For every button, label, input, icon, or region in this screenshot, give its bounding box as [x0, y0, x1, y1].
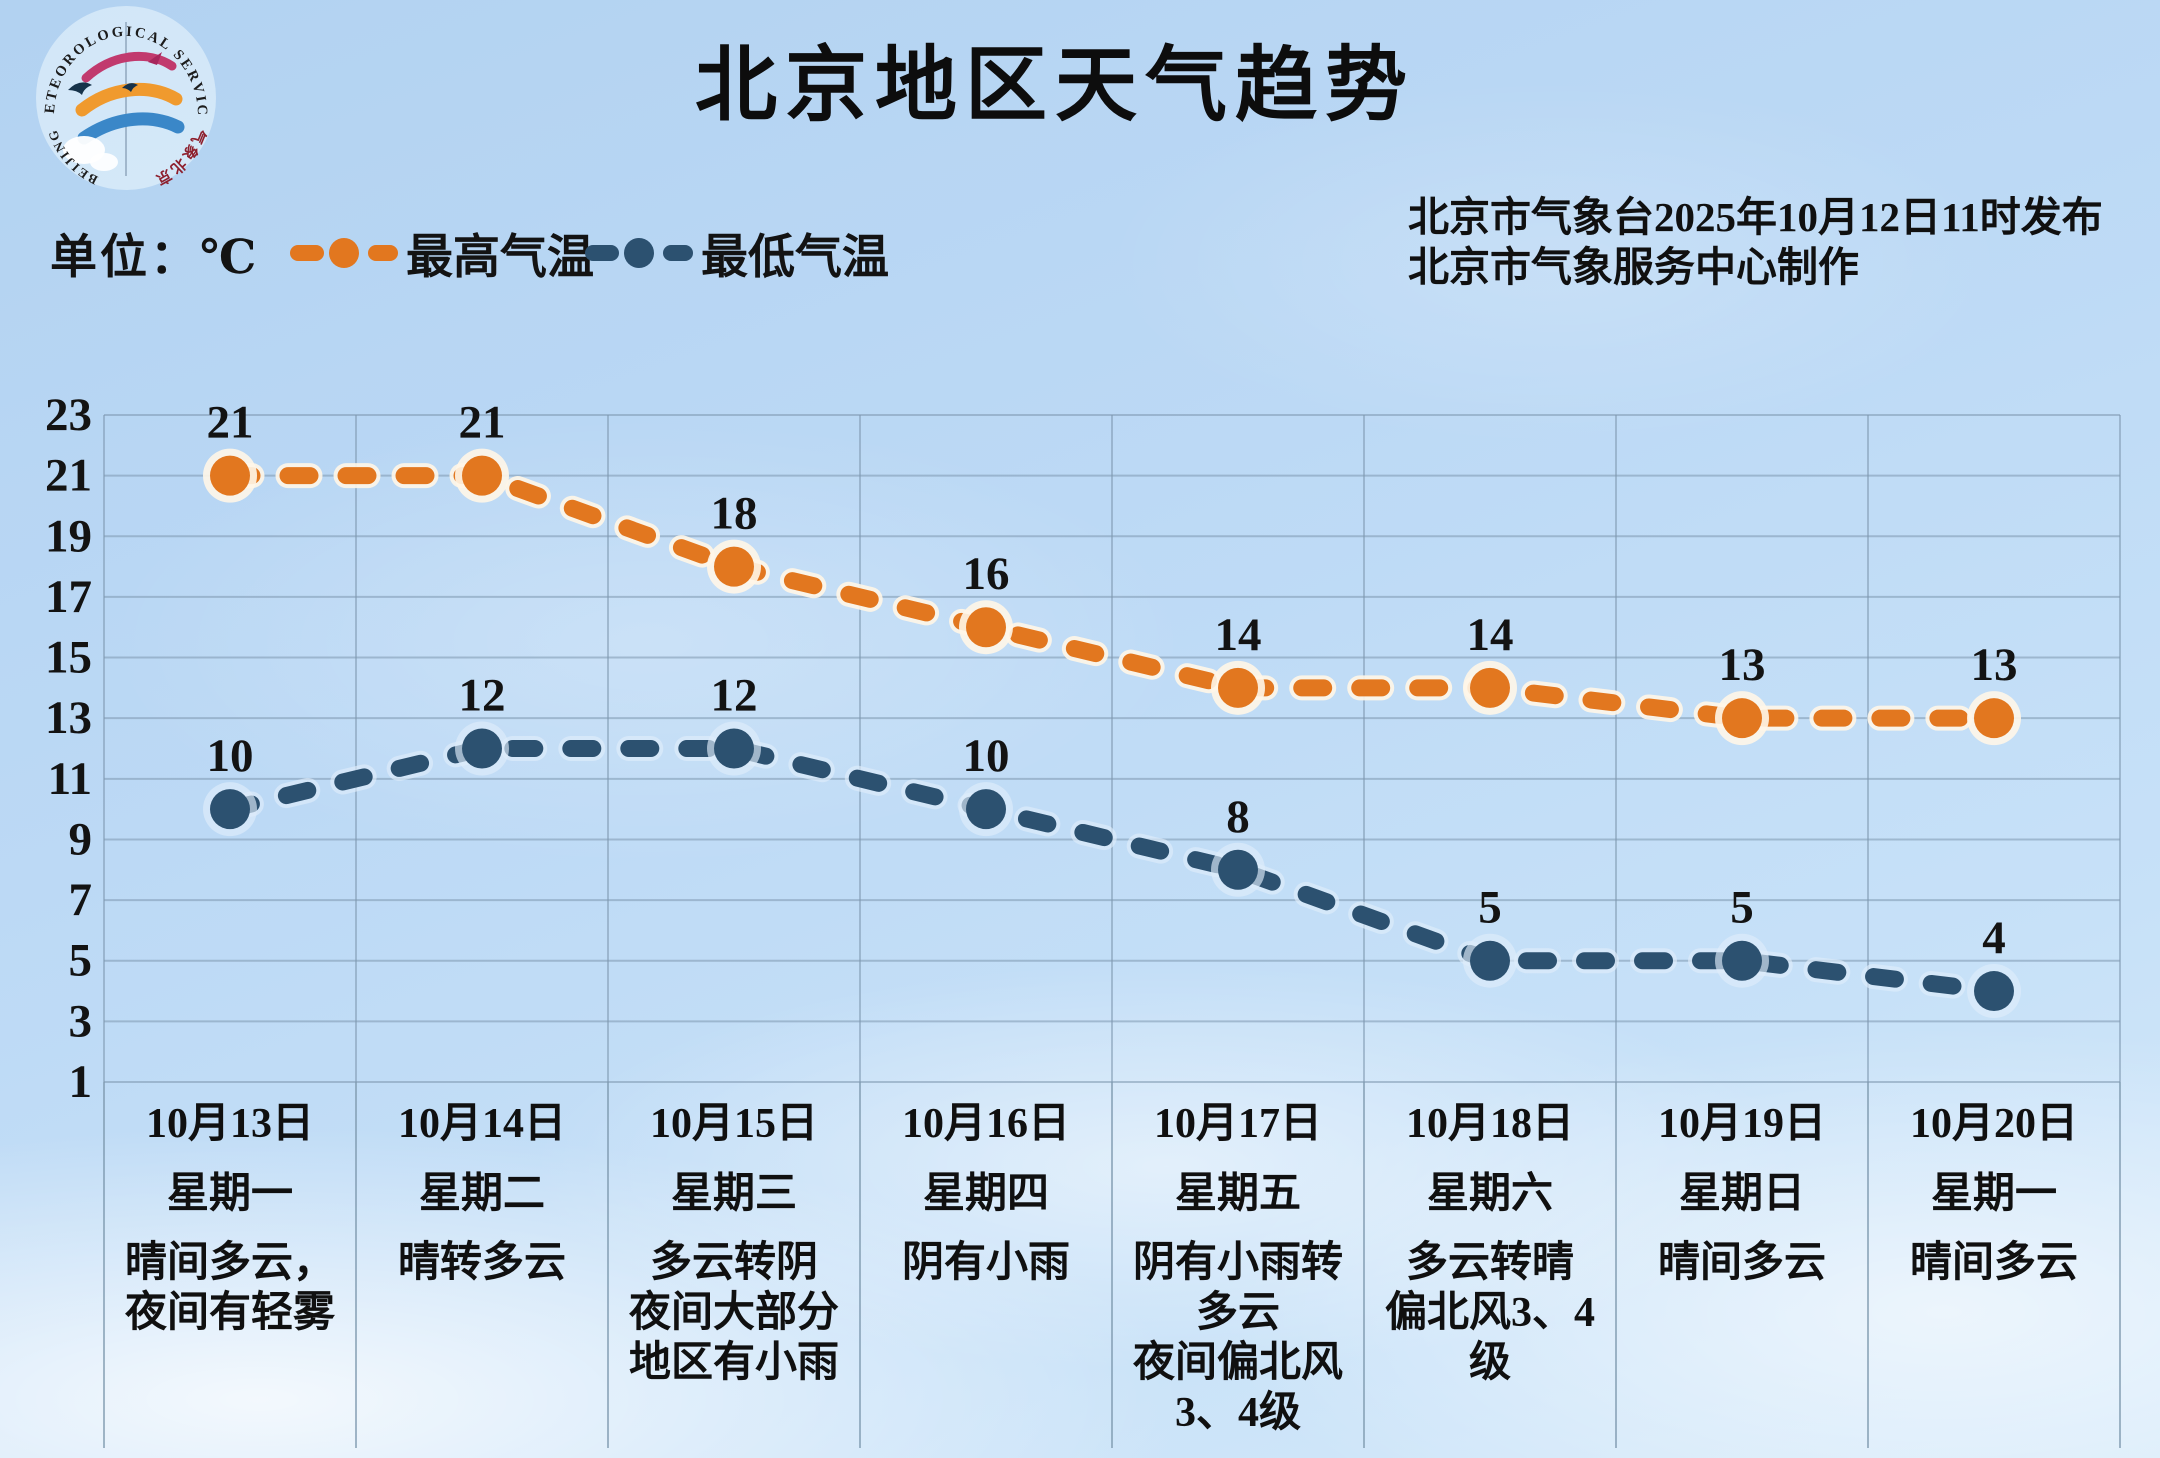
- data-point: [210, 789, 250, 830]
- day-date: 10月19日: [1657, 1101, 1826, 1147]
- y-axis-tick: 7: [69, 874, 93, 926]
- data-point-label: 4: [1982, 912, 2006, 964]
- day-weather-text: 晴间多云，夜间有轻雾: [124, 1240, 335, 1336]
- day-weekday: 星期五: [1174, 1171, 1301, 1217]
- y-axis-tick: 3: [69, 995, 93, 1047]
- day-weekday: 星期四: [922, 1171, 1049, 1217]
- data-point-label: 5: [1478, 882, 1502, 934]
- data-point: [210, 455, 250, 496]
- logo-bird-small-icon: [122, 83, 138, 92]
- day-column-5: 10月17日 星期五阴有小雨转多云 夜间偏北风3、4级: [1118, 1096, 1358, 1438]
- data-point: [1218, 667, 1258, 708]
- issuer-info: 北京市气象台2025年10月12日11时发布 北京市气象服务中心制作: [1408, 192, 2103, 292]
- day-weather-text: 晴转多云: [397, 1240, 566, 1286]
- data-point-label: 10: [207, 730, 254, 782]
- data-point-label: 12: [711, 670, 758, 722]
- data-point: [1974, 698, 2014, 739]
- day-date: 10月14日: [397, 1101, 566, 1147]
- y-axis-tick: 1: [69, 1056, 93, 1108]
- day-weekday: 星期一: [166, 1171, 293, 1217]
- data-point-label: 8: [1226, 791, 1250, 843]
- legend-label-max-temp: 最高气温: [406, 232, 594, 284]
- day-weather-text: 晴间多云: [1909, 1240, 2078, 1286]
- day-column-3: 10月15日 星期三多云转阴 夜间大部分地区有小雨: [614, 1096, 854, 1388]
- y-axis-tick: 17: [45, 571, 92, 623]
- data-point: [714, 728, 754, 769]
- data-point: [1722, 698, 1762, 739]
- data-point-label: 10: [963, 730, 1010, 782]
- data-point: [714, 546, 754, 587]
- day-column-1: 10月13日 星期一晴间多云，夜间有轻雾: [110, 1096, 350, 1338]
- series-line-最低气温: [221, 740, 2003, 1000]
- data-point-label: 13: [1971, 639, 2018, 691]
- day-weekday: 星期六: [1426, 1171, 1553, 1217]
- unit-label: 单位：℃: [50, 232, 260, 284]
- day-weekday: 星期日: [1678, 1171, 1805, 1217]
- data-point-label: 14: [1215, 609, 1262, 661]
- data-point-label: 21: [459, 397, 506, 449]
- day-date: 10月16日: [901, 1101, 1070, 1147]
- y-axis-tick: 13: [45, 692, 92, 744]
- data-point: [1470, 940, 1510, 981]
- data-point: [1722, 940, 1762, 981]
- data-point-label: 21: [207, 397, 254, 449]
- legend-label-min-temp: 最低气温: [701, 232, 889, 284]
- data-point-label: 5: [1730, 882, 1754, 934]
- data-point: [1470, 667, 1510, 708]
- data-point-label: 12: [459, 670, 506, 722]
- data-point: [1218, 849, 1258, 890]
- day-column-7: 10月19日 星期日晴间多云: [1622, 1096, 1862, 1288]
- data-point-label: 13: [1719, 639, 1766, 691]
- logo-cloud-icon: [90, 153, 118, 171]
- day-weather-text: 阴有小雨: [901, 1240, 1070, 1286]
- y-axis-tick: 5: [69, 935, 93, 987]
- day-column-8: 10月20日 星期一晴间多云: [1874, 1096, 2114, 1288]
- logo-bird-icon: [68, 82, 92, 95]
- data-point: [462, 455, 502, 496]
- data-point-label: 14: [1467, 609, 1514, 661]
- y-axis-tick: 15: [45, 632, 92, 684]
- data-point-label: 18: [711, 488, 758, 540]
- day-weather-text: 多云转晴 偏北风3、4级: [1384, 1240, 1595, 1386]
- day-date: 10月13日: [145, 1101, 314, 1147]
- max-temp-line-icon: [290, 237, 398, 268]
- issuer-line1: 北京市气象台2025年10月12日11时发布: [1408, 194, 2103, 240]
- day-weather-text: 晴间多云: [1657, 1240, 1826, 1286]
- issuer-line2: 北京市气象服务中心制作: [1408, 244, 1859, 291]
- logo-red-ribbon-tip: [148, 52, 162, 65]
- data-point-label: 16: [963, 548, 1010, 600]
- page-title: 北京地区天气趋势: [694, 40, 1416, 131]
- y-axis-tick: 21: [45, 450, 92, 502]
- data-point: [1974, 971, 2014, 1012]
- day-column-6: 10月18日 星期六多云转晴 偏北风3、4级: [1370, 1096, 1610, 1388]
- day-weather-text: 多云转阴 夜间大部分地区有小雨: [628, 1240, 839, 1386]
- day-date: 10月17日: [1153, 1101, 1322, 1147]
- beijing-meteorological-service-logo: METEOROLOGICAL SERVICE BEIJING 气象北京: [28, 4, 216, 190]
- legend-item-max-temp: 最高气温: [290, 218, 594, 287]
- day-column-2: 10月14日 星期二晴转多云: [362, 1096, 602, 1288]
- y-axis-tick: 9: [69, 813, 93, 865]
- day-date: 10月15日: [649, 1101, 818, 1147]
- logo-red-swoosh: [81, 51, 177, 83]
- series-line-最高气温: [221, 467, 2003, 727]
- y-axis-tick: 23: [45, 389, 92, 441]
- y-axis-tick: 19: [45, 510, 92, 562]
- day-column-4: 10月16日 星期四阴有小雨: [866, 1096, 1106, 1288]
- day-date: 10月18日: [1405, 1101, 1574, 1147]
- day-weather-text: 阴有小雨转多云 夜间偏北风3、4级: [1132, 1240, 1343, 1436]
- data-point: [966, 789, 1006, 830]
- day-weekday: 星期一: [1930, 1171, 2057, 1217]
- data-point: [966, 607, 1006, 648]
- min-temp-line-icon: [585, 237, 693, 268]
- legend-item-min-temp: 最低气温: [585, 218, 889, 287]
- day-date: 10月20日: [1909, 1101, 2078, 1147]
- logo-blue-swoosh: [77, 112, 185, 145]
- day-weekday: 星期三: [670, 1171, 797, 1217]
- day-weekday: 星期二: [418, 1171, 545, 1217]
- y-axis-tick: 11: [48, 753, 92, 805]
- data-point: [462, 728, 502, 769]
